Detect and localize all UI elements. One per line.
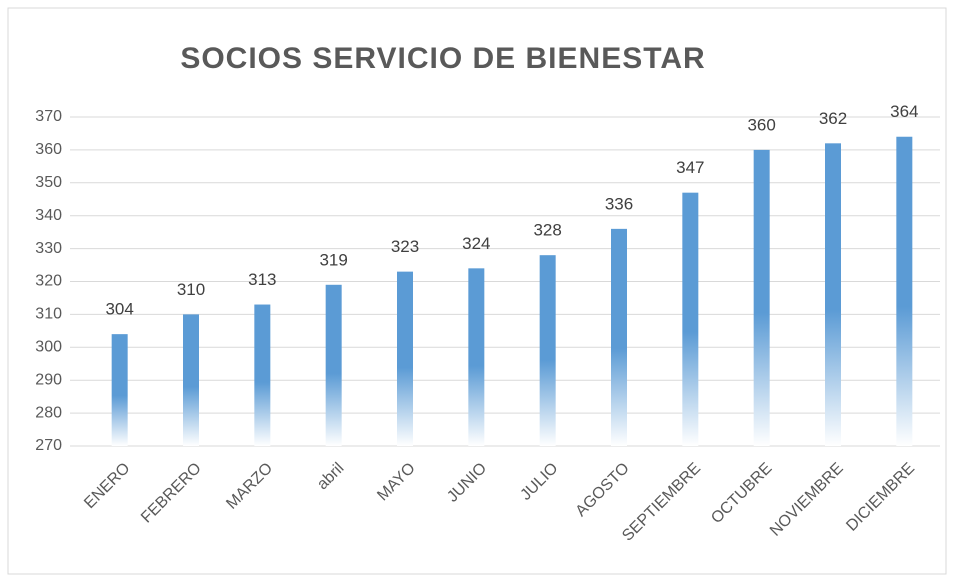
bar [682, 192, 699, 446]
bar [468, 268, 485, 446]
data-label: 319 [319, 250, 347, 269]
bar [397, 271, 413, 446]
y-tick-label: 330 [35, 240, 62, 257]
y-tick-label: 320 [35, 273, 62, 290]
bar [111, 334, 128, 446]
data-label: 347 [676, 158, 704, 177]
chart-title: SOCIOS SERVICIO DE BIENESTAR [180, 42, 705, 75]
data-label: 336 [605, 194, 633, 213]
bar [753, 149, 770, 446]
y-tick-label: 280 [35, 404, 62, 421]
bar [325, 284, 342, 446]
y-tick-label: 350 [35, 174, 62, 191]
data-label: 323 [391, 237, 419, 256]
bar [254, 304, 271, 446]
y-tick-label: 300 [35, 339, 62, 356]
bar [611, 228, 627, 446]
bar [825, 143, 841, 446]
y-tick-label: 360 [35, 141, 62, 158]
y-tick-label: 290 [35, 371, 62, 388]
data-label: 362 [819, 109, 847, 128]
y-tick-label: 340 [35, 207, 62, 224]
bar [539, 255, 556, 446]
data-label: 328 [533, 221, 561, 240]
data-label: 304 [105, 300, 133, 319]
data-label: 324 [462, 234, 490, 253]
data-label: 313 [248, 270, 276, 289]
data-label: 360 [747, 115, 775, 134]
y-tick-label: 370 [35, 108, 62, 125]
bar [896, 136, 913, 447]
bar [183, 314, 199, 446]
data-label: 310 [177, 280, 205, 299]
y-tick-label: 310 [35, 306, 62, 323]
y-tick-label: 270 [35, 437, 62, 454]
data-label: 364 [890, 102, 918, 121]
